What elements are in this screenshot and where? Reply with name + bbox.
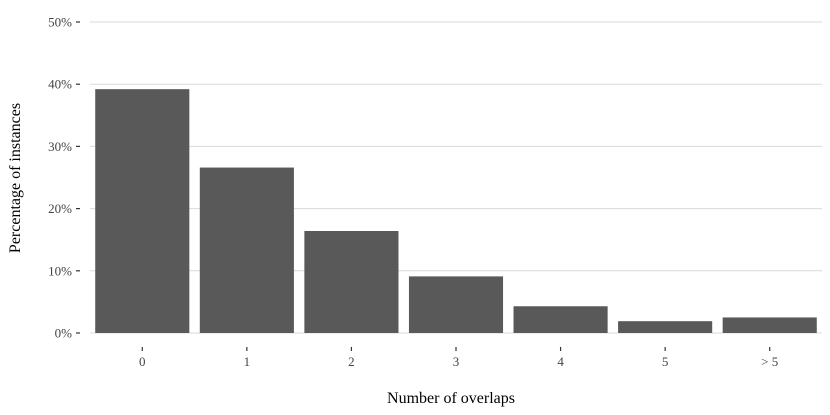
y-axis: 0% 10% 20% 30% 40% 50% [48, 15, 80, 341]
bar [95, 89, 190, 334]
x-tick-label: 1 [244, 354, 251, 369]
bars [95, 89, 817, 334]
y-tick-label: 0% [55, 326, 73, 341]
x-axis-title: Number of overlaps [387, 390, 515, 407]
bar [304, 230, 399, 333]
x-tick-label: 3 [453, 354, 460, 369]
y-tick-label: 20% [48, 201, 72, 216]
y-tick-label: 10% [48, 263, 72, 278]
x-axis: 0 1 2 3 4 5 > 5 [139, 347, 778, 369]
y-axis-title: Percentage of instances [7, 103, 24, 253]
x-tick-label: 2 [348, 354, 355, 369]
bar [722, 317, 817, 333]
y-tick-label: 30% [48, 139, 72, 154]
x-tick-label: 5 [662, 354, 669, 369]
x-tick-label: 4 [557, 354, 564, 369]
x-tick-label: > 5 [761, 354, 778, 369]
bar [513, 306, 608, 333]
bar [408, 276, 504, 333]
bar [618, 321, 713, 333]
x-tick-label: 0 [139, 354, 146, 369]
y-tick-label: 40% [48, 77, 72, 92]
y-tick-label: 50% [48, 15, 72, 30]
bar [199, 167, 294, 333]
